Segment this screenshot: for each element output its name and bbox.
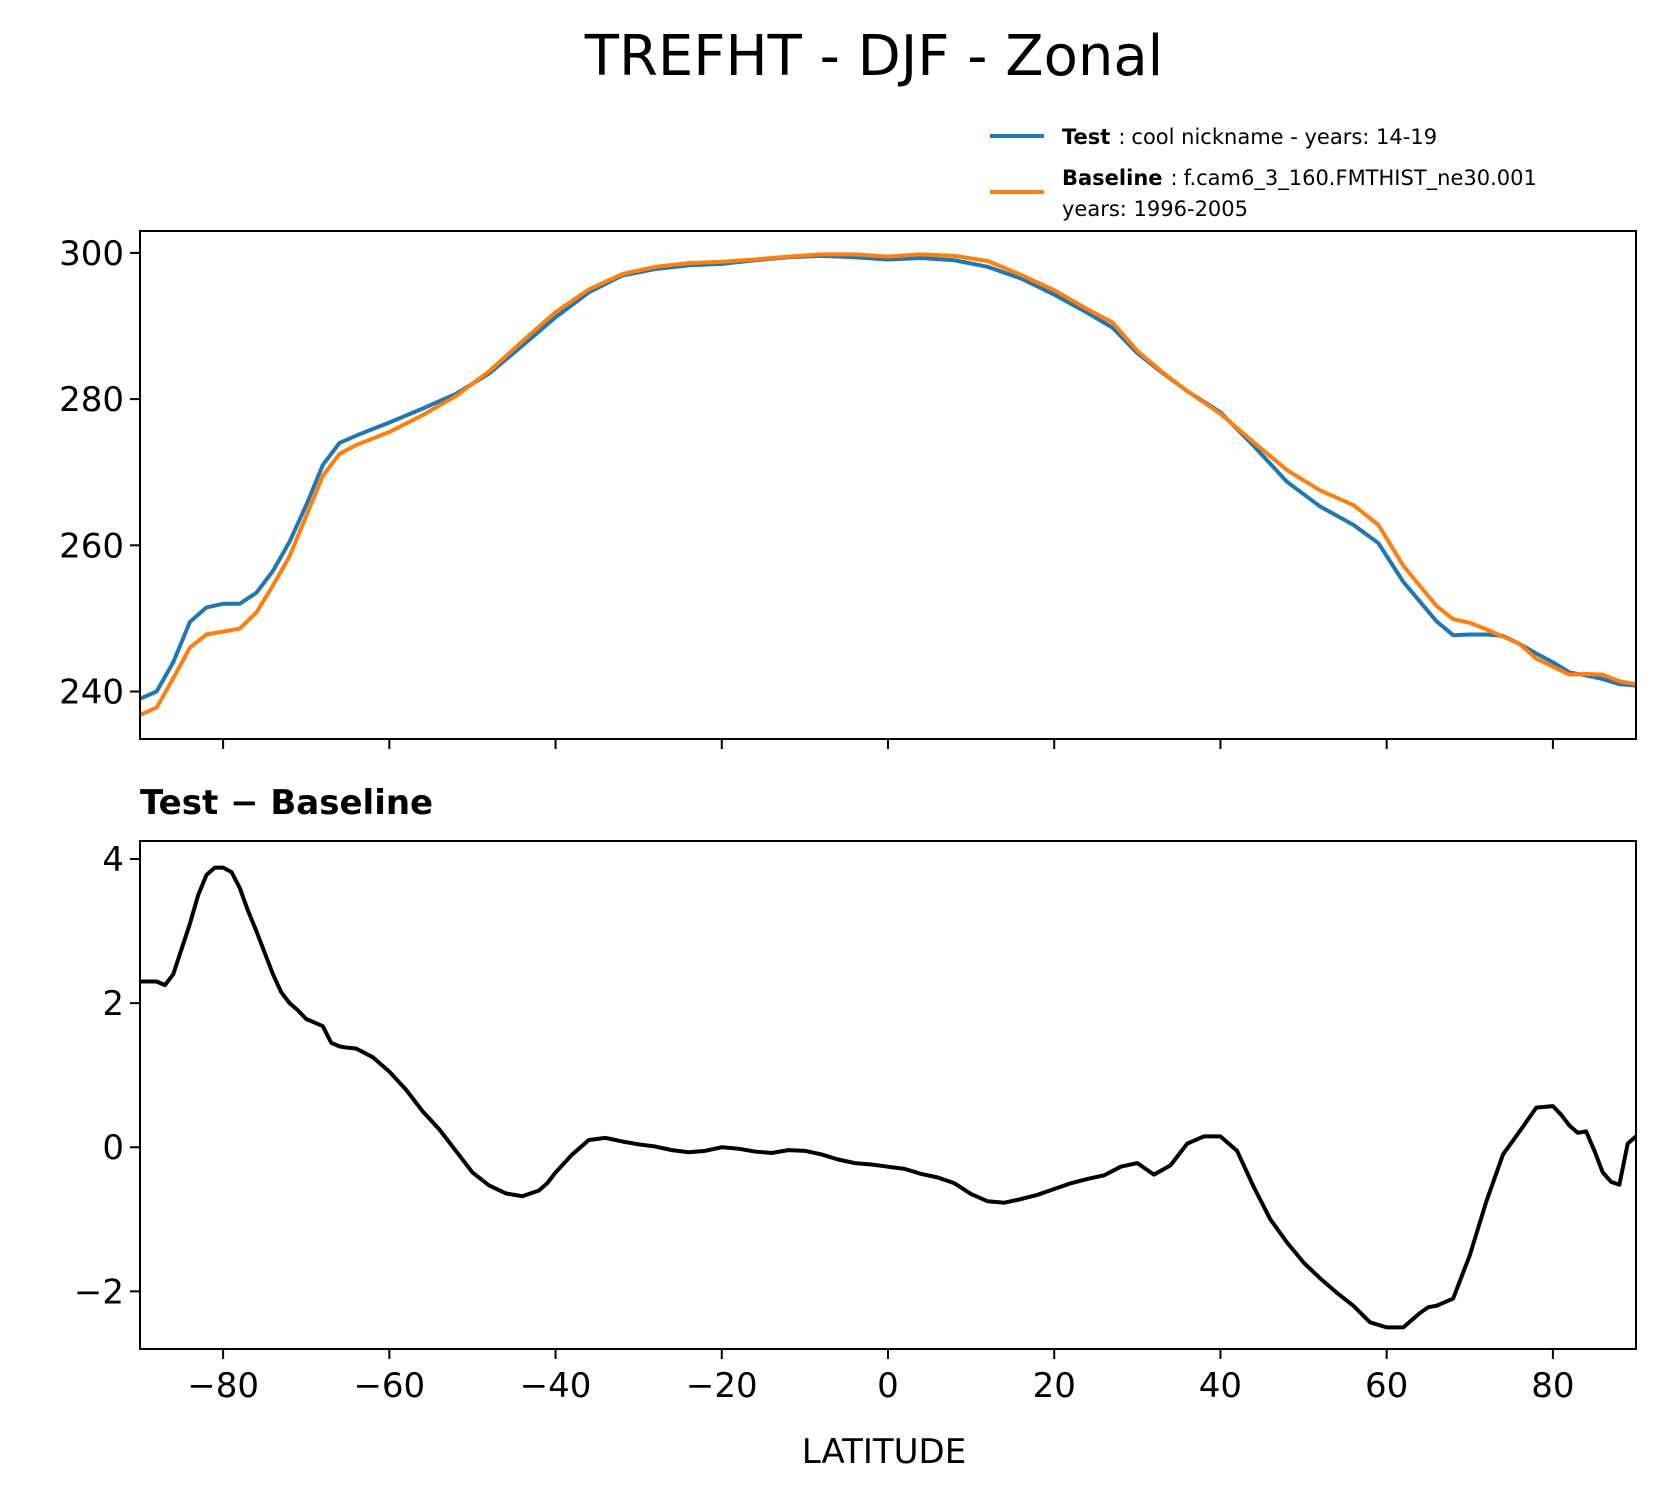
- x-tick-label: 80: [1531, 1366, 1574, 1406]
- x-tick-label: 0: [877, 1366, 899, 1406]
- chart-title: TREFHT - DJF - Zonal: [584, 24, 1163, 89]
- upper-panel: 240 260 280 300: [59, 230, 1637, 749]
- x-tick-label: 20: [1033, 1366, 1076, 1406]
- legend-colon-test: :: [1118, 125, 1125, 149]
- legend-text-baseline: f.cam6_3_160.FMTHIST_ne30.001: [1184, 166, 1537, 191]
- legend-label-baseline: Baseline: [1062, 166, 1163, 190]
- y-tick-label: 0: [102, 1128, 124, 1168]
- lower-panel-title: Test − Baseline: [140, 783, 433, 823]
- y-tick-label: 240: [59, 672, 124, 712]
- x-tick-label: 60: [1365, 1366, 1408, 1406]
- x-tick-label: −20: [686, 1366, 758, 1406]
- legend-label-test: Test: [1062, 125, 1110, 149]
- legend-entry-baseline: Baseline: f.cam6_3_160.FMTHIST_ne30.001: [1062, 166, 1537, 191]
- x-tick-label: 40: [1199, 1366, 1242, 1406]
- x-tick-label: −80: [187, 1366, 259, 1406]
- legend-text-test: cool nickname - years: 14-19: [1131, 125, 1437, 149]
- y-tick-label: 300: [59, 234, 124, 274]
- legend-colon-baseline: :: [1171, 166, 1178, 190]
- x-tick-label: −40: [520, 1366, 592, 1406]
- y-tick-label: −2: [74, 1272, 124, 1312]
- legend: Test: cool nickname - years: 14-19 Baseli…: [990, 125, 1537, 221]
- y-tick-label: 280: [59, 380, 124, 420]
- x-tick-label: −60: [353, 1366, 425, 1406]
- x-axis-label: LATITUDE: [802, 1432, 966, 1472]
- series-line-test-baseline: [140, 865, 1636, 1330]
- legend-entry-test: Test: cool nickname - years: 14-19: [1062, 125, 1437, 149]
- y-tick-label: 4: [102, 840, 124, 880]
- y-tick-label: 2: [102, 984, 124, 1024]
- series-line-test: [140, 253, 1636, 701]
- y-tick-label: 260: [59, 526, 124, 566]
- series-line-baseline: [140, 252, 1636, 717]
- legend-text-baseline-years: years: 1996-2005: [1062, 197, 1248, 221]
